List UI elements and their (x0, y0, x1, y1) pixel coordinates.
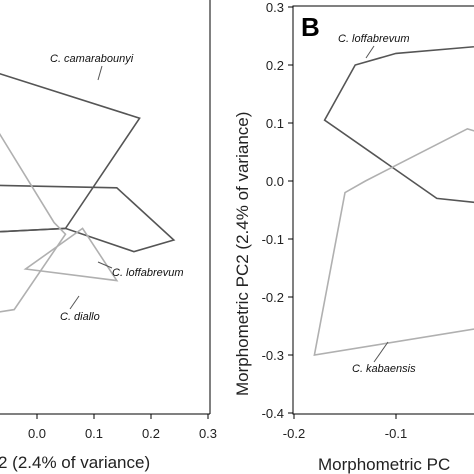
right-y-tick-label: 0.0 (266, 174, 284, 189)
right-x-tick-label: -0.2 (283, 426, 305, 441)
right-y-tick-label: 0.1 (266, 116, 284, 131)
left-hull-1 (0, 184, 176, 253)
left-hull-0 (0, 72, 141, 233)
right-y-tick-label: -0.1 (262, 232, 284, 247)
panel-label-b: B (301, 12, 320, 42)
left-annotation-label: C. loffabrevum (112, 267, 184, 279)
right-y-tick-label: 0.2 (266, 58, 284, 73)
left-annotations: C. camarabounyi C. loffabrevum C. diallo (50, 53, 184, 323)
left-x-tick-label: 0.0 (28, 426, 46, 441)
left-x-tick-label: 0.1 (85, 426, 103, 441)
left-hull-3 (23, 227, 119, 282)
right-panel-b: 0.30.20.10.0-0.1-0.2-0.3-0.4-0.2-0.10 B … (233, 0, 474, 474)
left-panel: 0.0 0.1 0.2 0.3 2 (2.4% of variance) C. cam… (0, 0, 217, 472)
right-annotation-label: C. kabaensis (352, 363, 416, 375)
left-x-axis-title: 2 (2.4% of variance) (0, 453, 150, 472)
right-annotation-label: C. loffabrevum (338, 33, 410, 45)
right-y-tick-label: -0.4 (262, 406, 284, 421)
left-annotation-leader (97, 261, 113, 269)
right-x-tick-label: -0.1 (385, 426, 407, 441)
left-annotation-leader (97, 65, 103, 81)
left-x-tick-label: 0.3 (199, 426, 217, 441)
right-annotation-leader (365, 45, 375, 59)
right-x-axis-title: Morphometric PC (318, 455, 450, 474)
left-hulls (0, 72, 176, 313)
right-annotation-leader (373, 341, 389, 363)
left-hull-2 (0, 132, 67, 313)
right-ticks: 0.30.20.10.0-0.1-0.2-0.3-0.4-0.2-0.10 (262, 0, 408, 441)
right-y-tick-label: -0.2 (262, 290, 284, 305)
left-x-ticks: 0.0 0.1 0.2 0.3 (28, 414, 217, 441)
left-annotation-label: C. diallo (60, 311, 100, 323)
right-y-tick-label: -0.3 (262, 348, 284, 363)
right-hull-0 (323, 45, 474, 204)
right-annotations: C. loffabrevum C. kabaensis (338, 33, 416, 375)
right-y-axis-title: Morphometric PC2 (2.4% of variance) (233, 112, 252, 396)
left-annotation-label: C. camarabounyi (50, 53, 134, 65)
right-hull-1 (313, 127, 474, 356)
right-y-tick-label: 0.3 (266, 0, 284, 15)
left-annotation-leader (69, 295, 80, 310)
right-plot-frame (292, 5, 474, 415)
left-x-tick-label: 0.2 (142, 426, 160, 441)
right-hulls (313, 45, 474, 356)
